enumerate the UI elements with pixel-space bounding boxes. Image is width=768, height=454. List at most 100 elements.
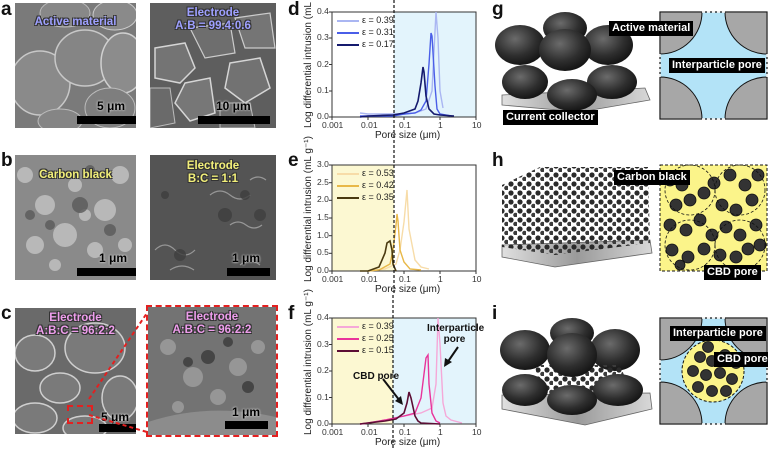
legend-item: ε = 0.17 (337, 38, 394, 50)
scale-bar (225, 421, 268, 429)
legend-item: ε = 0.42 (337, 179, 394, 191)
y-tick: 0.2 (317, 59, 329, 69)
tag-current-collector: Current collector (503, 110, 598, 125)
y-tick: 0.0 (317, 418, 329, 428)
sem-texture (15, 155, 136, 280)
y-tick: 0.2 (317, 365, 329, 375)
x-tick: 10 (472, 427, 482, 437)
panel-label-c: c (1, 303, 12, 324)
y-tick: 0.4 (317, 312, 329, 322)
y-tick: 3.0 (317, 159, 329, 169)
legend-item: ε = 0.31 (337, 26, 394, 38)
chart-f-plot (329, 295, 477, 449)
y-tick: 0.3 (317, 32, 329, 42)
sem-image-carbon-black: Carbon black 1 μm (15, 155, 136, 280)
x-tick: 10 (472, 120, 482, 130)
title-line-2: B:C = 1:1 (187, 173, 239, 185)
x-tick: 1 (438, 427, 443, 437)
x-tick: 0.01 (361, 274, 378, 284)
zoom-connector-lines (88, 312, 148, 433)
tag-carbon-black: Carbon black (614, 170, 690, 185)
y-tick: 0.0 (317, 111, 329, 121)
panel-label-d: d (288, 0, 300, 20)
scale-bar-label: 1 μm (232, 251, 261, 265)
scale-bar-label: 10 μm (216, 99, 251, 113)
title-line-2: A:B:C = 96:2:2 (36, 325, 115, 337)
x-axis-label: Pore size (μm) (375, 437, 441, 448)
y-tick: 0.4 (317, 6, 329, 16)
scale-bar (77, 116, 136, 124)
annotation-cbd-pore: CBD pore (353, 371, 400, 382)
sem-texture (15, 308, 136, 434)
scale-bar (227, 268, 270, 276)
y-tick: 0.1 (317, 85, 329, 95)
x-tick: 0.1 (399, 274, 411, 284)
scale-bar-label: 5 μm (101, 410, 130, 424)
legend: ε = 0.39 ε = 0.25 ε = 0.15 (337, 320, 394, 356)
x-axis-label: Pore size (μm) (375, 130, 441, 141)
sem-image-electrode-bc: Electrode B:C = 1:1 1 μm (150, 155, 276, 280)
sem-image-electrode-abc: Electrode A:B:C = 96:2:2 5 μm (15, 308, 136, 434)
scale-bar (77, 268, 136, 276)
chart-f-pore-size-distribution: CBD pore Interparticle pore 0.4 0.3 0.2 … (295, 289, 490, 449)
title-line-1: Electrode (186, 160, 240, 172)
sem-title: Carbon black (15, 169, 136, 182)
title-line-1: Electrode (186, 7, 240, 19)
panel-label-i: i (492, 303, 498, 324)
sem-image-electrode-abc-zoom: Electrode A:B:C = 96:2:2 1 μm (146, 305, 278, 437)
tag-cbd-pore: CBD pore (704, 265, 761, 280)
tag-interparticle-pore: Interparticle pore (669, 58, 765, 73)
x-tick: 0.001 (322, 427, 344, 437)
chart-e-pore-size-distribution: 3.0 2.5 2.0 1.5 1.0 0.5 0.0 0.001 0.01 0… (295, 136, 490, 295)
zoom-region-box (67, 405, 93, 424)
sem-title: Electrode A:B = 99.4:0.6 (150, 7, 276, 33)
schematic-i-electrode-composite (500, 317, 768, 426)
title-text: Active material (34, 16, 117, 28)
scale-bar (198, 116, 270, 124)
chart-e-plot (329, 145, 477, 295)
y-tick: 0.0 (317, 265, 329, 275)
title-line-1: Electrode (185, 311, 239, 323)
chart-d-pore-size-distribution: 0.4 0.3 0.2 0.1 0.0 0.001 0.01 0.1 1 10 … (295, 0, 490, 145)
sem-image-electrode-ab: Electrode A:B = 99.4:0.6 10 μm (150, 3, 276, 128)
panel-label-f: f (288, 303, 295, 324)
legend-item: ε = 0.15 (337, 344, 394, 356)
scale-bar (99, 424, 136, 432)
x-tick: 10 (472, 274, 482, 284)
panel-label-h: h (492, 150, 504, 171)
y-tick: 1.5 (317, 212, 329, 222)
legend-item: ε = 0.39 (337, 14, 394, 26)
sem-texture (150, 3, 276, 128)
panel-label-a: a (1, 0, 12, 20)
legend-item: ε = 0.39 (337, 320, 394, 332)
legend-item: ε = 0.53 (337, 167, 394, 179)
y-axis-label: Log differential intrusion (mL g⁻¹) (303, 289, 314, 435)
legend: ε = 0.53 ε = 0.42 ε = 0.35 (337, 167, 394, 203)
y-tick: 0.5 (317, 247, 329, 257)
scale-bar-label: 5 μm (97, 99, 126, 113)
tag-interparticle-pore: Interparticle pore (670, 326, 766, 341)
title-text: Carbon black (39, 169, 112, 181)
tag-cbd-pore: CBD pore (714, 352, 768, 367)
x-tick: 0.1 (399, 120, 411, 130)
sem-title: Active material (15, 16, 136, 29)
sem-texture (150, 155, 276, 280)
scale-bar-label: 1 μm (99, 251, 128, 265)
panel-label-e: e (288, 150, 299, 171)
title-line-1: Electrode (49, 312, 102, 324)
scale-bar-label: 1 μm (232, 405, 261, 419)
y-axis-label: Log differential intrusion (mL g⁻¹) (303, 0, 314, 128)
y-tick: 1.0 (317, 230, 329, 240)
x-tick: 0.1 (399, 427, 411, 437)
chart-d-plot (329, 0, 477, 145)
panel-label-g: g (492, 0, 504, 20)
sem-image-active-material: Active material 5 μm (15, 3, 136, 128)
legend: ε = 0.39 ε = 0.31 ε = 0.17 (337, 14, 394, 50)
x-tick: 0.01 (361, 427, 378, 437)
y-tick: 0.3 (317, 339, 329, 349)
legend-item: ε = 0.35 (337, 191, 394, 203)
x-tick: 0.001 (322, 274, 344, 284)
x-axis-label: Pore size (μm) (375, 284, 441, 295)
title-line-2: A:B:C = 96:2:2 (172, 324, 252, 336)
y-axis-label: Log differential intrusion (mL g⁻¹) (303, 136, 314, 282)
